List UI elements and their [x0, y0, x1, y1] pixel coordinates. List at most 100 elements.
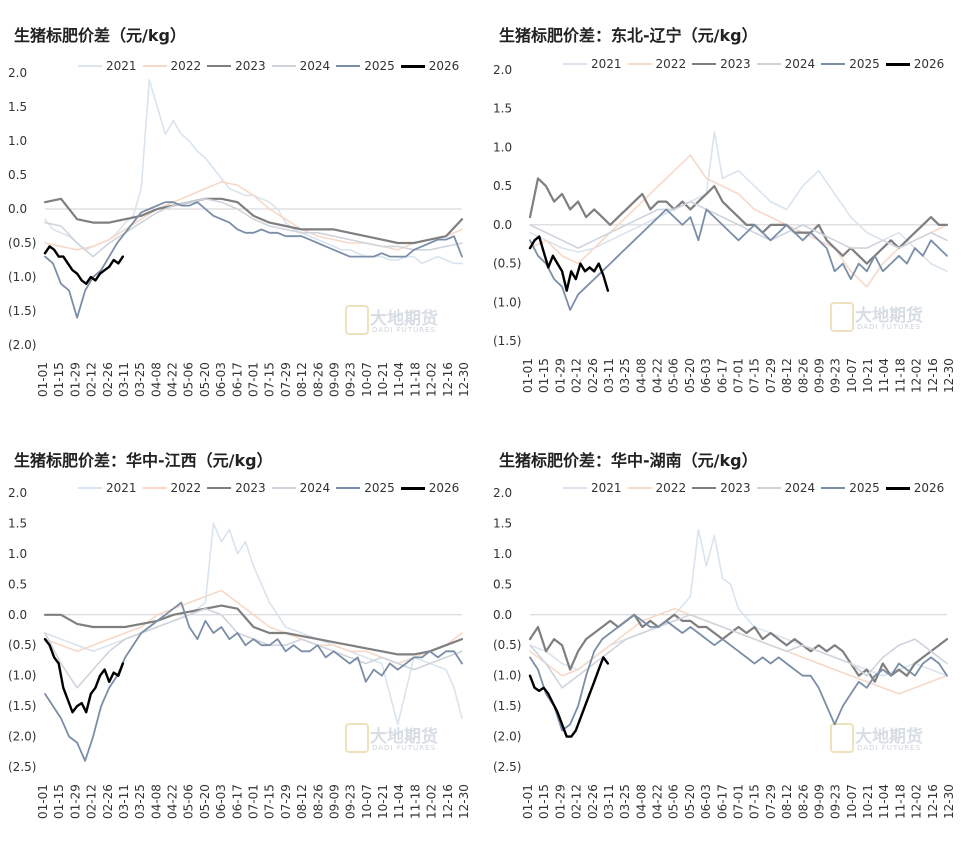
- x-tick-label: 07-29: [279, 784, 293, 819]
- x-tick-label: 09-09: [327, 784, 341, 819]
- y-tick-label: (0.5): [493, 257, 521, 271]
- legend-item-2024: 2024: [271, 58, 330, 74]
- x-tick-label: 07-15: [263, 784, 277, 819]
- legend-item-2021: 2021: [78, 480, 137, 496]
- legend-label: 2021: [591, 57, 622, 71]
- x-tick-label: 12-02: [910, 784, 924, 819]
- x-tick-label: 01-15: [537, 358, 551, 393]
- legend-label: 2024: [784, 57, 816, 71]
- y-tick-label: (1.0): [8, 669, 36, 683]
- legend-swatch: [207, 65, 232, 67]
- y-tick-label: (2.0): [493, 730, 521, 744]
- x-tick-label: 09-23: [344, 362, 358, 397]
- x-tick-label: 02-26: [101, 362, 115, 397]
- legend-item-2022: 2022: [627, 56, 686, 72]
- x-tick-label: 01-01: [521, 784, 535, 819]
- legend-item-2022: 2022: [142, 480, 201, 496]
- series-line-2024: [44, 198, 463, 258]
- y-tick-label: (1.0): [8, 270, 36, 284]
- legend-swatch: [821, 487, 846, 489]
- legend-swatch: [142, 487, 167, 489]
- legend-swatch: [692, 487, 717, 489]
- x-tick-label: 10-21: [376, 784, 390, 819]
- x-tick-label: 05-06: [182, 362, 196, 397]
- x-tick-label: 06-03: [214, 362, 228, 397]
- x-tick-label: 12-30: [942, 358, 956, 393]
- legend-label: 2023: [235, 59, 266, 73]
- x-tick-label: 10-07: [845, 784, 859, 819]
- x-tick-label: 02-26: [586, 784, 600, 819]
- chart-plot: 2.0 1.5 1.0 0.5 0.0 (0.5) (1.0) (1.5) (2.0) (2.5)…: [8, 486, 471, 819]
- series-line-2023: [43, 197, 464, 245]
- x-tick-label: 04-22: [166, 362, 180, 397]
- legend-swatch: [885, 62, 910, 66]
- legend-swatch: [563, 63, 587, 65]
- y-tick-label: (1.5): [493, 699, 521, 713]
- x-tick-label: 04-08: [634, 784, 648, 819]
- y-tick-label: 2.0: [8, 486, 27, 500]
- x-tick-label: 07-29: [764, 358, 778, 393]
- x-tick-label: 12-02: [910, 358, 924, 393]
- y-tick-label: 1.0: [493, 140, 512, 154]
- x-tick-label: 07-15: [263, 362, 277, 397]
- y-tick-label: 1.0: [8, 134, 27, 148]
- legend-item-2026: 2026: [885, 56, 945, 72]
- series-line-2022: [44, 181, 463, 251]
- x-tick-label: 06-17: [230, 784, 244, 819]
- y-tick-label: 1.0: [493, 547, 512, 561]
- watermark-subtext: DADI FUTURES: [857, 744, 922, 752]
- series-line-2025: [529, 613, 948, 732]
- series-line-2025: [529, 208, 948, 311]
- x-tick-label: 08-26: [311, 362, 325, 397]
- y-tick-label: (1.0): [493, 669, 521, 683]
- x-tick-label: 11-04: [877, 358, 891, 393]
- x-tick-label: 10-07: [360, 784, 374, 819]
- x-tick-label: 06-03: [699, 784, 713, 819]
- legend-label: 2025: [849, 57, 880, 71]
- watermark-subtext: DADI FUTURES: [372, 744, 437, 752]
- x-tick-label: 03-25: [133, 362, 147, 397]
- x-tick-label: 09-09: [812, 358, 826, 393]
- legend-label: 2023: [235, 481, 266, 495]
- y-tick-label: (2.0): [8, 730, 36, 744]
- series-line-2023: [43, 604, 464, 656]
- x-tick-label: 08-26: [796, 358, 810, 393]
- x-tick-label: 01-29: [553, 358, 567, 393]
- legend-label: 2026: [913, 57, 945, 71]
- legend-swatch: [756, 487, 781, 489]
- series-line-2021: [44, 79, 463, 265]
- x-tick-label: 03-11: [602, 784, 616, 819]
- legend-item-2026: 2026: [400, 58, 460, 74]
- x-tick-label: 07-15: [748, 784, 762, 819]
- legend-item-2026: 2026: [885, 480, 944, 496]
- legend-swatch: [400, 486, 425, 490]
- x-tick-label: 12-16: [441, 362, 455, 397]
- legend-swatch: [271, 487, 296, 489]
- chart-panel-liaoning: 生猪标肥价差：东北-辽宁（元/kg） 2021 2022 2023 2024 2025 2…: [485, 0, 970, 420]
- x-tick-label: 03-25: [618, 784, 632, 819]
- y-tick-label: (1.5): [493, 334, 521, 348]
- x-tick-label: 12-30: [457, 784, 471, 819]
- legend-swatch: [627, 487, 652, 489]
- legend-label: 2025: [849, 481, 880, 495]
- x-tick-label: 02-26: [586, 358, 600, 393]
- x-tick-label: 12-30: [942, 784, 956, 819]
- y-tick-label: 2.0: [493, 63, 512, 77]
- legend-swatch: [207, 487, 232, 489]
- x-tick-label: 01-01: [36, 362, 50, 397]
- x-tick-label: 04-22: [651, 784, 665, 819]
- watermark-text: 大地期货: [855, 727, 923, 747]
- x-tick-label: 01-29: [553, 784, 567, 819]
- chart-panel-hunan: 生猪标肥价差：华中-湖南（元/kg） 2021 2022 2023 2024 2025 2…: [485, 425, 970, 845]
- x-tick-label: 11-18: [408, 362, 422, 397]
- x-tick-label: 09-23: [344, 784, 358, 819]
- legend-swatch: [563, 487, 587, 489]
- x-tick-label: 11-04: [877, 784, 891, 819]
- x-tick-label: 01-15: [52, 362, 66, 397]
- legend-item-2025: 2025: [336, 58, 395, 74]
- x-tick-label: 09-09: [812, 784, 826, 819]
- legend-swatch: [336, 487, 361, 489]
- legend-item-2025: 2025: [821, 480, 880, 496]
- legend-swatch: [627, 63, 652, 65]
- legend-label: 2026: [428, 59, 460, 73]
